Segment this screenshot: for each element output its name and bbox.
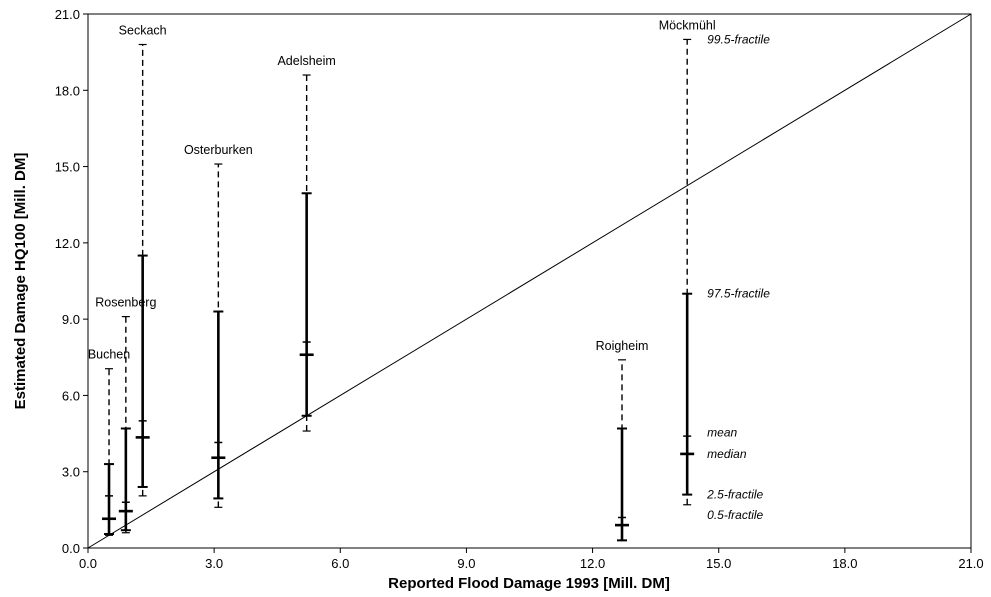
y-tick-label: 3.0 bbox=[62, 465, 80, 480]
series-rosenberg: Rosenberg bbox=[95, 296, 156, 534]
x-tick-label: 6.0 bbox=[331, 556, 349, 571]
site-label: Seckach bbox=[119, 24, 167, 38]
y-tick-label: 12.0 bbox=[55, 236, 80, 251]
x-tick-label: 3.0 bbox=[205, 556, 223, 571]
x-tick-label: 9.0 bbox=[457, 556, 475, 571]
x-tick-label: 12.0 bbox=[580, 556, 605, 571]
y-tick-label: 9.0 bbox=[62, 312, 80, 327]
legend-annotation: 97.5-fractile bbox=[707, 287, 770, 301]
y-tick-label: 18.0 bbox=[55, 83, 80, 98]
x-axis-title: Reported Flood Damage 1993 [Mill. DM] bbox=[388, 575, 670, 592]
y-tick-label: 6.0 bbox=[62, 388, 80, 403]
x-tick-label: 15.0 bbox=[706, 556, 731, 571]
series-seckach: Seckach bbox=[119, 24, 167, 497]
series-buchen: Buchen bbox=[88, 348, 130, 536]
legend-annotation: 2.5-fractile bbox=[706, 488, 763, 502]
site-label: Buchen bbox=[88, 348, 130, 362]
series-osterburken: Osterburken bbox=[184, 143, 253, 508]
series-m-ckm-hl: Möckmühl bbox=[659, 18, 716, 506]
legend-annotation: 99.5-fractile bbox=[707, 32, 770, 46]
legend-annotation: mean bbox=[707, 425, 737, 439]
legend-annotation: 0.5-fractile bbox=[707, 508, 763, 522]
reference-line bbox=[87, 13, 972, 549]
y-tick-label: 21.0 bbox=[55, 7, 80, 22]
site-label: Rosenberg bbox=[95, 296, 156, 310]
site-label: Adelsheim bbox=[277, 54, 335, 68]
x-tick-label: 0.0 bbox=[79, 556, 97, 571]
site-label: Roigheim bbox=[596, 339, 649, 353]
x-tick-label: 18.0 bbox=[832, 556, 857, 571]
x-tick-label: 21.0 bbox=[958, 556, 983, 571]
series-roigheim: Roigheim bbox=[596, 339, 649, 542]
y-axis-title: Estimated Damage HQ100 [Mill. DM] bbox=[12, 153, 29, 410]
y-tick-label: 0.0 bbox=[62, 541, 80, 556]
legend-annotation: median bbox=[707, 447, 747, 461]
site-label: Osterburken bbox=[184, 143, 253, 157]
series-adelsheim: Adelsheim bbox=[277, 54, 336, 432]
site-label: Möckmühl bbox=[659, 18, 716, 32]
y-tick-label: 15.0 bbox=[55, 160, 80, 175]
